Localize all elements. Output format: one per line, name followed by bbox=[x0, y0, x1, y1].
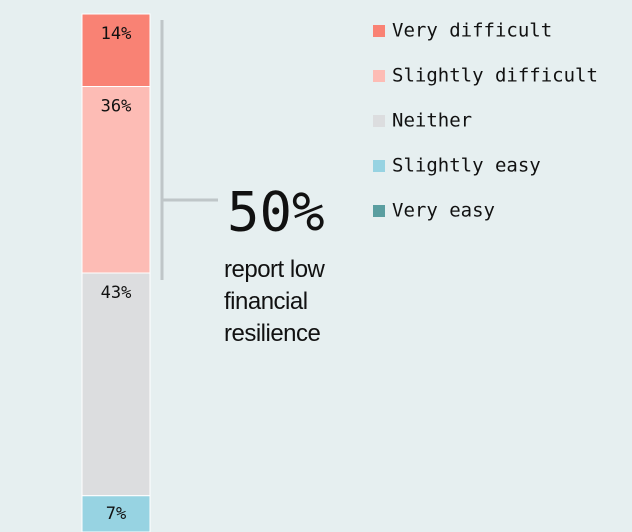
legend-swatch bbox=[373, 115, 385, 127]
legend-label: Slightly difficult bbox=[392, 65, 598, 87]
bar-segment bbox=[81, 86, 151, 274]
data-label: 7% bbox=[106, 504, 126, 524]
data-label: 14% bbox=[101, 24, 132, 44]
annotation-text: report low financial resilience bbox=[224, 256, 325, 347]
legend-label: Slightly easy bbox=[392, 155, 541, 177]
legend-label: Neither bbox=[392, 110, 472, 132]
legend-label: Very easy bbox=[392, 200, 495, 222]
bar-segment bbox=[81, 495, 151, 532]
legend-swatch bbox=[373, 70, 385, 82]
legend-swatch bbox=[373, 160, 385, 172]
annotation-value: 50% bbox=[227, 181, 325, 244]
data-label: 43% bbox=[101, 283, 132, 303]
legend-label: Very difficult bbox=[392, 20, 552, 42]
legend-swatch bbox=[373, 205, 385, 217]
bar-segment bbox=[81, 13, 151, 88]
bar-segment bbox=[81, 272, 151, 497]
data-label: 36% bbox=[101, 97, 132, 117]
legend-swatch bbox=[373, 25, 385, 37]
